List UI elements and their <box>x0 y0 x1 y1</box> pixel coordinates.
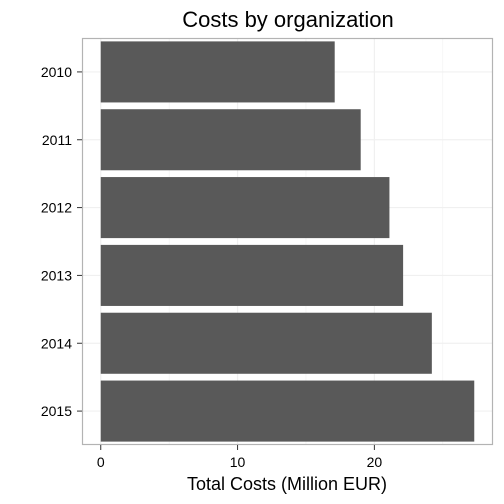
plot-panel-border <box>81 37 494 446</box>
x-tick-label: 10 <box>230 454 246 470</box>
bar-2013 <box>100 244 404 306</box>
chart-title: Costs by organization <box>182 7 394 32</box>
bar-2010 <box>100 41 335 103</box>
bar-2012 <box>100 177 390 239</box>
y-tick-label: 2015 <box>41 403 72 419</box>
x-tick-label: 20 <box>367 454 383 470</box>
y-tick-label: 2013 <box>41 267 72 283</box>
y-tick-label: 2012 <box>41 200 72 216</box>
bar-2014 <box>100 312 432 374</box>
bar-2015 <box>100 380 475 442</box>
bar-2011 <box>100 109 361 171</box>
x-axis-title: Total Costs (Million EUR) <box>187 474 387 494</box>
y-tick-label: 2010 <box>41 64 72 80</box>
x-axis: 0 10 20 <box>97 445 383 470</box>
y-axis: 2010 2011 2012 2013 2014 2015 <box>41 64 82 419</box>
x-tick-label: 0 <box>97 454 105 470</box>
y-tick-label: 2014 <box>41 335 72 351</box>
bars <box>100 41 475 442</box>
y-tick-label: 2011 <box>42 132 72 148</box>
